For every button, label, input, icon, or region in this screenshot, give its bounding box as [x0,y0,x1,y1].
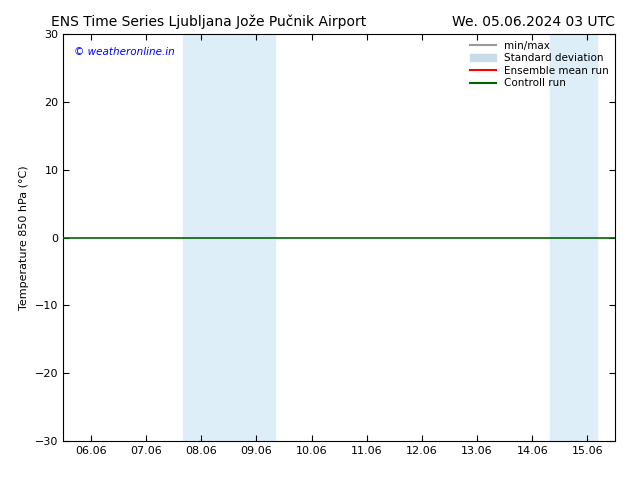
Bar [183,34,275,441]
Text: ENS Time Series Ljubljana Jože Pučnik Airport: ENS Time Series Ljubljana Jože Pučnik Ai… [51,15,366,29]
Legend: min/max, Standard deviation, Ensemble mean run, Controll run: min/max, Standard deviation, Ensemble me… [465,36,613,93]
Text: © weatheronline.in: © weatheronline.in [74,47,175,56]
Text: We. 05.06.2024 03 UTC: We. 05.06.2024 03 UTC [452,15,615,29]
Y-axis label: Temperature 850 hPa (°C): Temperature 850 hPa (°C) [20,165,30,310]
Bar [550,34,597,441]
